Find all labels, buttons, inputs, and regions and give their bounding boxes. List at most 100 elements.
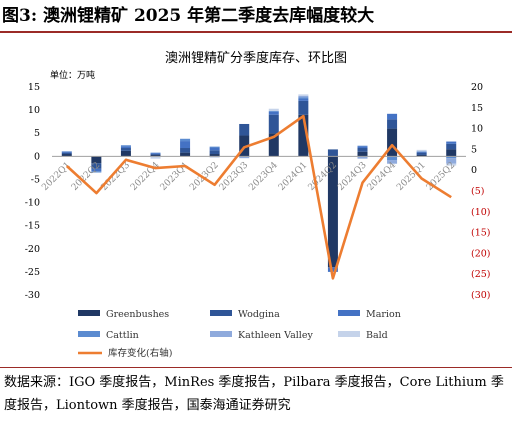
left-axis-tick: -10 [25, 198, 40, 209]
legend-swatch [210, 331, 232, 337]
bar-segment [120, 146, 131, 149]
bar-segment [150, 154, 161, 155]
legend-label: Bald [366, 330, 388, 341]
right-axis-tick: 20 [471, 82, 483, 93]
bar-segment [416, 152, 427, 155]
x-axis-tick: 2022Q2 [70, 160, 103, 193]
bar-segment [150, 156, 161, 159]
legend-label: Wodgina [238, 309, 280, 320]
bar-segment [446, 149, 457, 157]
left-axis-tick: 0 [34, 151, 40, 162]
legend-label: Cattlin [106, 330, 139, 341]
bar-segment [357, 146, 368, 149]
bar-segment [91, 156, 102, 164]
x-axis-tick: 2024Q4 [366, 160, 399, 193]
bar-segment [298, 100, 309, 115]
bar-segment [327, 156, 338, 268]
bar-segment [61, 152, 72, 155]
bar-segment [298, 98, 309, 101]
bar-segment [180, 138, 191, 142]
bar-segment [209, 150, 220, 155]
bar-segment [387, 156, 398, 161]
x-axis-tick: 2022Q1 [40, 160, 73, 193]
bar-segment [298, 95, 309, 98]
left-axis-tick: 5 [34, 128, 40, 139]
left-axis-tick: 15 [28, 82, 40, 93]
legend-swatch [78, 331, 100, 337]
chart-title: 澳洲锂精矿分季度库存、环比图 [165, 50, 347, 66]
bar-segment [446, 143, 457, 150]
bar-segment [91, 171, 102, 173]
right-axis-tick: 0 [471, 165, 477, 176]
bar-segment [239, 123, 250, 136]
bar-segment [416, 154, 427, 157]
x-axis-tick: 2023Q2 [188, 160, 221, 193]
bar-segment [446, 163, 457, 166]
bar-segment [327, 267, 338, 272]
bar-segment [61, 151, 72, 152]
bar-segment [387, 119, 398, 129]
x-axis-tick: 2024Q3 [336, 160, 369, 193]
bar-segment [150, 153, 161, 155]
bar-segment [268, 114, 279, 134]
left-axis-tick: -15 [25, 221, 40, 232]
right-axis-tick: 5 [471, 144, 477, 155]
bar-segment [357, 145, 368, 147]
bar-segment [298, 114, 309, 157]
bar-segment [91, 163, 102, 169]
legend-label: Greenbushes [106, 309, 169, 320]
left-axis-tick: -20 [25, 244, 40, 255]
bar-segment [298, 97, 309, 99]
bar-segment [387, 128, 398, 157]
right-axis-tick: (15) [471, 228, 491, 239]
bar-segment [209, 147, 220, 151]
legend-label: Kathleen Valley [238, 330, 313, 341]
unit-label: 单位：万吨 [50, 69, 95, 81]
bar-segment [180, 152, 191, 157]
right-axis-tick: (25) [471, 269, 491, 280]
bar-segment [61, 151, 72, 153]
right-axis-tick: (30) [471, 290, 491, 301]
bar-segment [357, 151, 368, 157]
x-axis-tick: 2023Q4 [247, 160, 280, 193]
bar-segment [416, 149, 427, 152]
figure-title: 图3: 澳洲锂精矿 2025 年第二季度去库幅度较大 [2, 6, 375, 26]
left-axis-tick: 10 [28, 105, 40, 116]
bar-segment [268, 111, 279, 112]
bar-segment [150, 152, 161, 154]
legend-swatch [78, 310, 100, 316]
right-axis-tick: 10 [471, 124, 483, 135]
bar-segment [268, 108, 279, 112]
bar-segment [120, 148, 131, 151]
x-axis-tick: 2025Q2 [425, 160, 458, 193]
bar-segment [209, 146, 220, 148]
legend-swatch [338, 310, 360, 316]
bar-segment [446, 156, 457, 159]
bar-segment [446, 141, 457, 144]
x-axis-tick: 2024Q1 [277, 160, 310, 193]
left-axis-tick: -5 [31, 174, 40, 185]
title-rule [0, 31, 512, 33]
bar-segment [120, 145, 131, 147]
right-axis-tick: 15 [471, 103, 483, 114]
left-axis-tick: -25 [25, 267, 40, 278]
right-axis-tick: (5) [471, 186, 484, 197]
bar-segment [387, 160, 398, 164]
bar-segment [180, 141, 191, 149]
legend-label: 库存变化(右轴) [108, 347, 172, 359]
bar-segment [209, 156, 220, 158]
right-axis-tick: (20) [471, 248, 491, 259]
bar-segment [327, 149, 338, 157]
legend-swatch [338, 331, 360, 337]
bar-segment [268, 111, 279, 115]
bar-segment [91, 168, 102, 172]
bar-segment [268, 133, 279, 157]
bar-segment [357, 148, 368, 152]
bar-segment [239, 156, 250, 159]
right-axis-tick: (10) [471, 207, 491, 218]
bar-segment [180, 148, 191, 153]
bar-segment [416, 151, 427, 152]
bar-segment [120, 150, 131, 157]
legend-label: Marion [366, 309, 401, 320]
